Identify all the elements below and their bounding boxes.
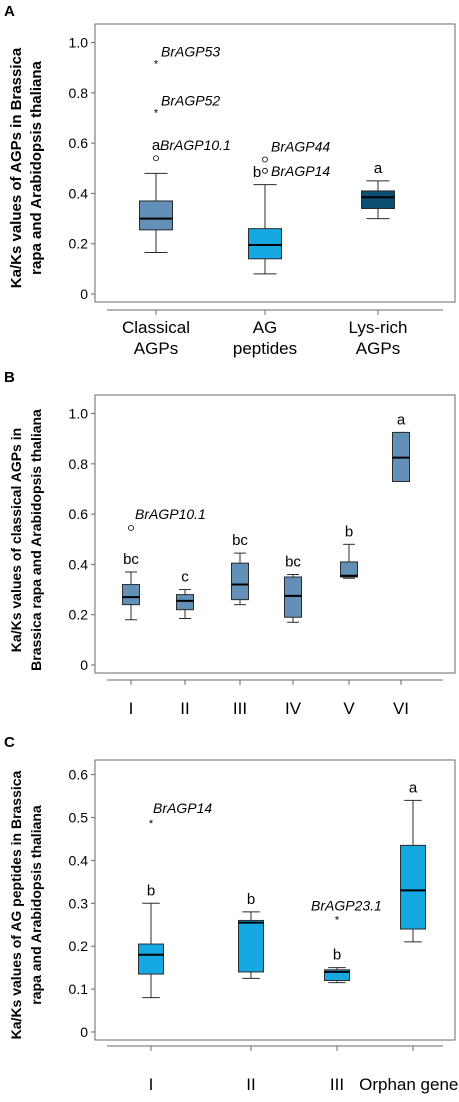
box bbox=[238, 919, 264, 973]
outlier-asterisk: * bbox=[335, 914, 340, 926]
y-tick-label: 0 bbox=[80, 657, 88, 673]
x-category-label: Orphan genes bbox=[359, 1075, 459, 1094]
panel-b: B Ka/Ks values of classical AGPs in Bras… bbox=[4, 369, 456, 718]
y-axis-label-line1: Ka/Ks values of AGPs in Brassica bbox=[8, 47, 25, 288]
x-category-label: Classical bbox=[122, 318, 190, 337]
box bbox=[361, 190, 395, 210]
significance-letter: b bbox=[247, 891, 255, 908]
significance-letter: a bbox=[397, 411, 406, 428]
plot-area: 00.20.40.60.81.0*BrAGP53*BrAGP52BrAGP10.… bbox=[69, 23, 456, 358]
outlier-label: BrAGP14 bbox=[153, 800, 212, 816]
box bbox=[231, 562, 249, 601]
y-tick-label: 0.6 bbox=[69, 767, 89, 783]
panel-c: C Ka/Ks values of AG peptides in Brassic… bbox=[4, 734, 459, 1094]
y-tick-label: 0.6 bbox=[69, 135, 89, 151]
y-tick-label: 0.2 bbox=[69, 938, 89, 954]
y-tick-label: 0.6 bbox=[69, 506, 89, 522]
plot-frame bbox=[94, 759, 456, 1041]
box bbox=[122, 584, 140, 606]
x-category-label: V bbox=[343, 699, 355, 718]
y-tick-label: 0.4 bbox=[69, 556, 89, 572]
significance-letter: bc bbox=[123, 551, 139, 568]
outlier-circle bbox=[262, 156, 268, 163]
panel-letter: C bbox=[4, 734, 15, 751]
significance-letter: b bbox=[345, 523, 353, 540]
panel-a: A Ka/Ks values of AGPs in Brassica rapa … bbox=[4, 3, 456, 358]
y-axis-label-line2: Brassica rapa and Arabidopsis thaliana bbox=[28, 409, 44, 671]
y-tick-label: 0.3 bbox=[69, 895, 89, 911]
outlier-asterisk: * bbox=[154, 59, 159, 71]
significance-letter: a bbox=[409, 779, 418, 796]
significance-letter: a bbox=[374, 160, 383, 177]
box bbox=[324, 969, 350, 982]
y-tick-label: 0.1 bbox=[69, 981, 89, 997]
y-axis-label-line2: rapa and Arabidopsis thaliana bbox=[28, 61, 45, 275]
significance-letter: b bbox=[253, 164, 261, 181]
x-category-label: VI bbox=[393, 699, 409, 718]
plot-frame bbox=[94, 23, 456, 303]
box bbox=[284, 576, 302, 618]
y-tick-label: 0 bbox=[80, 286, 88, 302]
y-tick-label: 0.4 bbox=[69, 185, 89, 201]
significance-letter: bc bbox=[285, 553, 301, 570]
x-category-label: I bbox=[149, 1075, 154, 1094]
outlier-circle bbox=[153, 155, 159, 162]
y-tick-label: 0.2 bbox=[69, 607, 89, 623]
x-category-label: IV bbox=[285, 699, 302, 718]
y-axis-label-line1: Ka/Ks values of AG peptides in Brassica bbox=[8, 770, 24, 1039]
panel-letter: A bbox=[4, 3, 15, 20]
x-category-label: II bbox=[246, 1075, 255, 1094]
outlier-label: BrAGP52 bbox=[161, 93, 220, 109]
outlier-label: BrAGP23.1 bbox=[311, 897, 382, 913]
y-tick-label: 0.8 bbox=[69, 85, 89, 101]
y-tick-label: 0 bbox=[80, 1024, 88, 1040]
box bbox=[248, 228, 282, 260]
plot-area: 00.10.20.30.40.50.6*BrAGP14bIbII*BrAGP23… bbox=[69, 759, 459, 1094]
box bbox=[138, 943, 164, 975]
box bbox=[176, 594, 194, 611]
plot-frame bbox=[94, 394, 456, 674]
y-axis-label-line2: rapa and Arabidopsis thaliana bbox=[28, 805, 44, 1005]
x-category-label: III bbox=[330, 1075, 344, 1094]
significance-letter: b bbox=[333, 947, 341, 964]
significance-letter: a bbox=[152, 137, 161, 154]
outlier-asterisk: * bbox=[149, 818, 154, 830]
y-tick-label: 0.2 bbox=[69, 236, 89, 252]
box bbox=[139, 200, 173, 231]
outlier-label: BrAGP14 bbox=[271, 163, 330, 179]
outlier-asterisk: * bbox=[154, 108, 159, 120]
significance-letter: c bbox=[181, 569, 189, 586]
x-category-label: AG bbox=[253, 318, 278, 337]
x-category-label: II bbox=[180, 699, 189, 718]
outlier-label: BrAGP53 bbox=[161, 44, 220, 60]
outlier-circle bbox=[262, 167, 268, 174]
x-category-label: peptides bbox=[233, 339, 297, 358]
y-tick-label: 0.4 bbox=[69, 852, 89, 868]
box bbox=[340, 561, 358, 578]
y-tick-label: 1.0 bbox=[69, 406, 89, 422]
plot-area: 0 0.2 0.4 0.6 0.8 1.0 BrAGP10.1 bc Ic II bc III bc IV… bbox=[69, 394, 456, 718]
y-axis-label-line1: Ka/Ks values of classical AGPs in bbox=[8, 428, 24, 652]
x-category-label: III bbox=[233, 699, 247, 718]
y-tick-label: 0.8 bbox=[69, 456, 89, 472]
panel-letter: B bbox=[4, 369, 15, 386]
significance-letter: b bbox=[147, 882, 155, 899]
outlier-label: BrAGP10.1 bbox=[135, 506, 206, 522]
x-category-label: AGPs bbox=[134, 339, 178, 358]
y-tick-label: 1.0 bbox=[69, 35, 89, 51]
significance-letter: bc bbox=[232, 532, 248, 549]
x-category-label: Lys-rich bbox=[349, 318, 408, 337]
box bbox=[400, 844, 426, 930]
x-category-label: AGPs bbox=[356, 339, 400, 358]
outlier-circle bbox=[128, 525, 134, 531]
outlier-label: BrAGP10.1 bbox=[160, 137, 231, 153]
outlier-label: BrAGP44 bbox=[271, 138, 330, 154]
x-category-label: I bbox=[129, 699, 134, 718]
y-tick-label: 0.5 bbox=[69, 809, 89, 825]
